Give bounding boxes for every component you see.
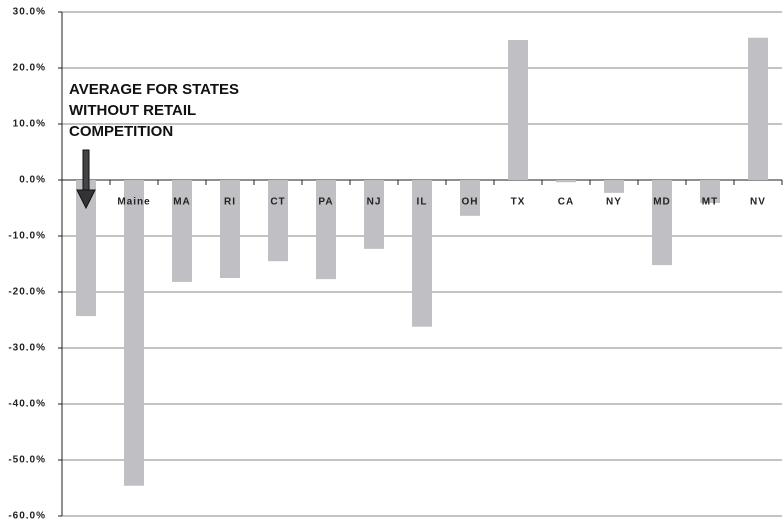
y-tick-label: -60.0% (8, 511, 46, 522)
bar (700, 180, 720, 203)
y-tick-label: -20.0% (8, 287, 46, 298)
y-tick-label: 10.0% (13, 119, 46, 130)
x-tick-label: NY (606, 197, 622, 208)
bar (316, 180, 336, 280)
arrow-head (76, 189, 96, 210)
bar (604, 180, 624, 193)
x-tick-label: NJ (367, 197, 382, 208)
x-tick-label: CT (270, 197, 285, 208)
bar (748, 37, 768, 181)
x-tick-label: IL (417, 197, 428, 208)
x-tick-label: Maine (117, 197, 150, 208)
bar (364, 180, 384, 249)
bar (220, 180, 240, 278)
x-tick-label: MD (653, 197, 671, 208)
bar (76, 180, 96, 317)
bar (268, 180, 288, 262)
x-tick-label: TX (511, 197, 526, 208)
y-tick-label: -50.0% (8, 455, 46, 466)
bar (172, 180, 192, 282)
x-tick-label: OH (462, 197, 479, 208)
x-tick-label: NV (750, 197, 766, 208)
x-tick-label: RI (224, 197, 236, 208)
x-tick-label: MA (173, 197, 191, 208)
x-tick-label: PA (318, 197, 333, 208)
y-tick-label: 30.0% (13, 7, 46, 18)
bar (412, 180, 432, 327)
x-tick-label: CA (558, 197, 574, 208)
annotation: WITHOUT RETAIL (69, 102, 196, 119)
y-tick-label: -40.0% (8, 399, 46, 410)
bar (508, 40, 528, 180)
bar (124, 180, 144, 486)
y-tick-label: -30.0% (8, 343, 46, 354)
arrow-shaft (82, 149, 90, 193)
y-tick-label: 20.0% (13, 63, 46, 74)
y-tick-label: 0.0% (19, 175, 46, 186)
x-tick-label: MT (702, 197, 718, 208)
y-tick-label: -10.0% (8, 231, 46, 242)
annotation: COMPETITION (69, 123, 173, 140)
bar (460, 180, 480, 216)
annotation: AVERAGE FOR STATES (69, 81, 239, 98)
bar (556, 180, 576, 183)
bar (652, 180, 672, 266)
